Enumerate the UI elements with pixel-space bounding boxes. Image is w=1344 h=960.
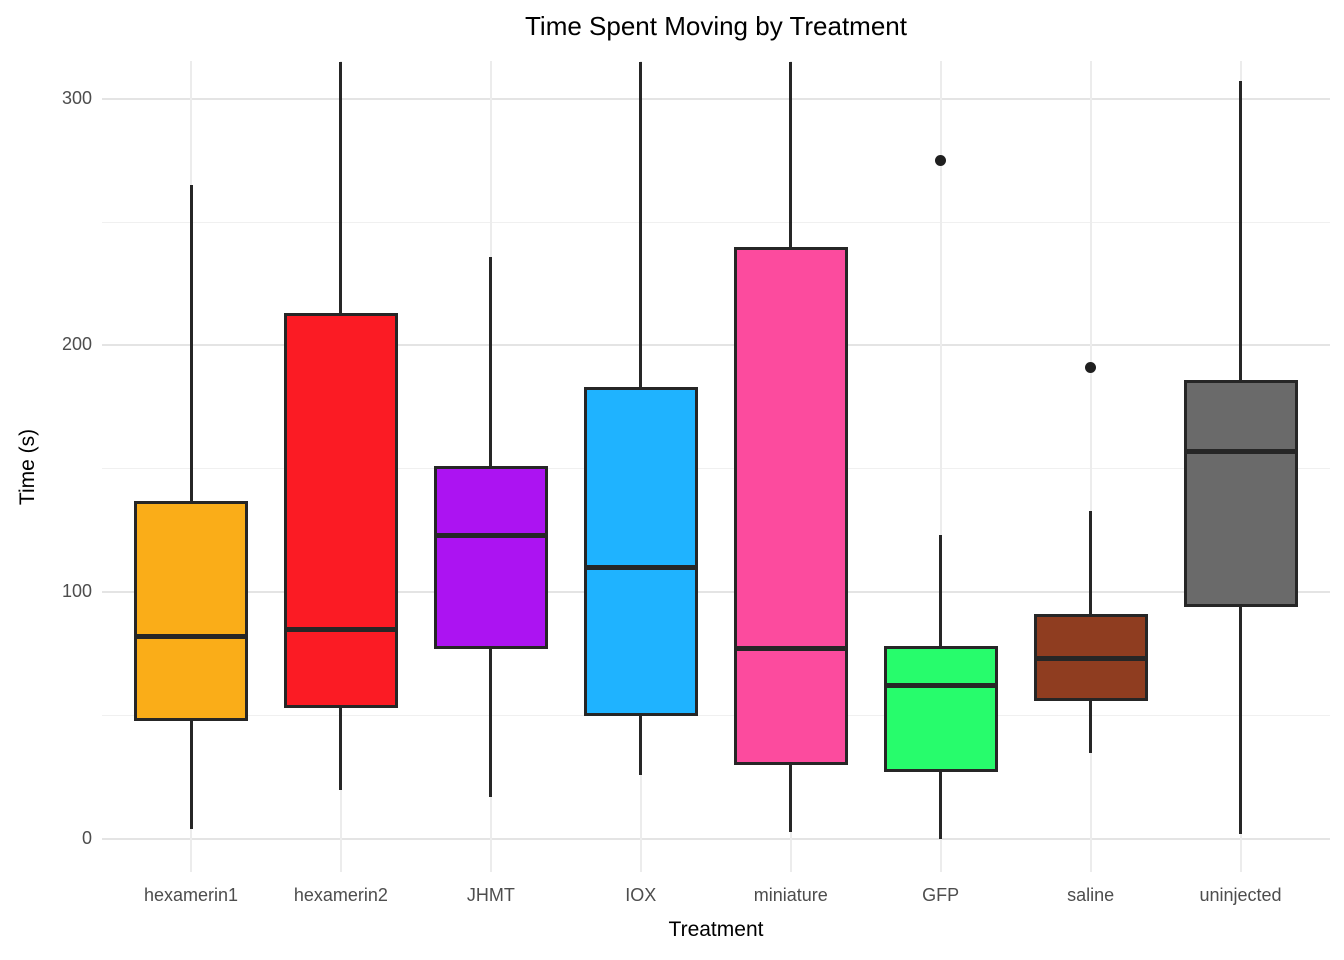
chart-title: Time Spent Moving by Treatment — [525, 11, 907, 41]
gridline-major — [102, 97, 1330, 100]
median-hexamerin1 — [134, 634, 248, 640]
median-hexamerin2 — [283, 626, 398, 632]
x-tick-label: hexamerin1 — [143, 885, 239, 905]
median-uninjected — [1183, 449, 1298, 455]
x-axis-title: Treatment — [668, 918, 764, 941]
gridline-major — [102, 344, 1330, 347]
median-IOX — [583, 565, 698, 571]
x-tick-label: IOX — [625, 885, 657, 905]
x-tick-label: hexamerin2 — [293, 885, 388, 905]
median-JHMT — [433, 532, 548, 538]
gridline-major — [102, 838, 1330, 840]
plot-panel — [102, 61, 1330, 872]
box-uninjected — [1183, 379, 1298, 607]
y-tick-label: 200 — [61, 334, 92, 355]
box-IOX — [583, 387, 698, 716]
gridline-minor — [102, 468, 1330, 470]
x-tick-label: saline — [1067, 885, 1115, 905]
outlier-point — [935, 154, 947, 166]
y-axis-title: Time (s) — [16, 428, 39, 506]
box-miniature — [733, 246, 848, 765]
y-tick-label: 100 — [61, 581, 92, 602]
median-GFP — [883, 683, 998, 689]
box-GFP — [883, 646, 998, 773]
outlier-point — [1085, 362, 1097, 374]
median-miniature — [733, 646, 848, 652]
box-hexamerin1 — [134, 500, 248, 721]
y-tick-label: 300 — [61, 87, 92, 108]
box-hexamerin2 — [283, 313, 398, 709]
x-tick-label: miniature — [753, 885, 828, 905]
gridline-minor — [102, 221, 1330, 223]
x-tick-label: GFP — [922, 885, 960, 905]
box-JHMT — [433, 466, 548, 649]
gridline-vertical — [939, 61, 942, 872]
gridline-major — [102, 591, 1330, 594]
median-saline — [1033, 656, 1148, 662]
gridline-vertical — [1089, 61, 1092, 872]
gridline-minor — [102, 715, 1330, 717]
x-tick-label: uninjected — [1199, 885, 1282, 905]
x-tick-label: JHMT — [466, 885, 515, 905]
y-tick-label: 0 — [81, 828, 92, 848]
